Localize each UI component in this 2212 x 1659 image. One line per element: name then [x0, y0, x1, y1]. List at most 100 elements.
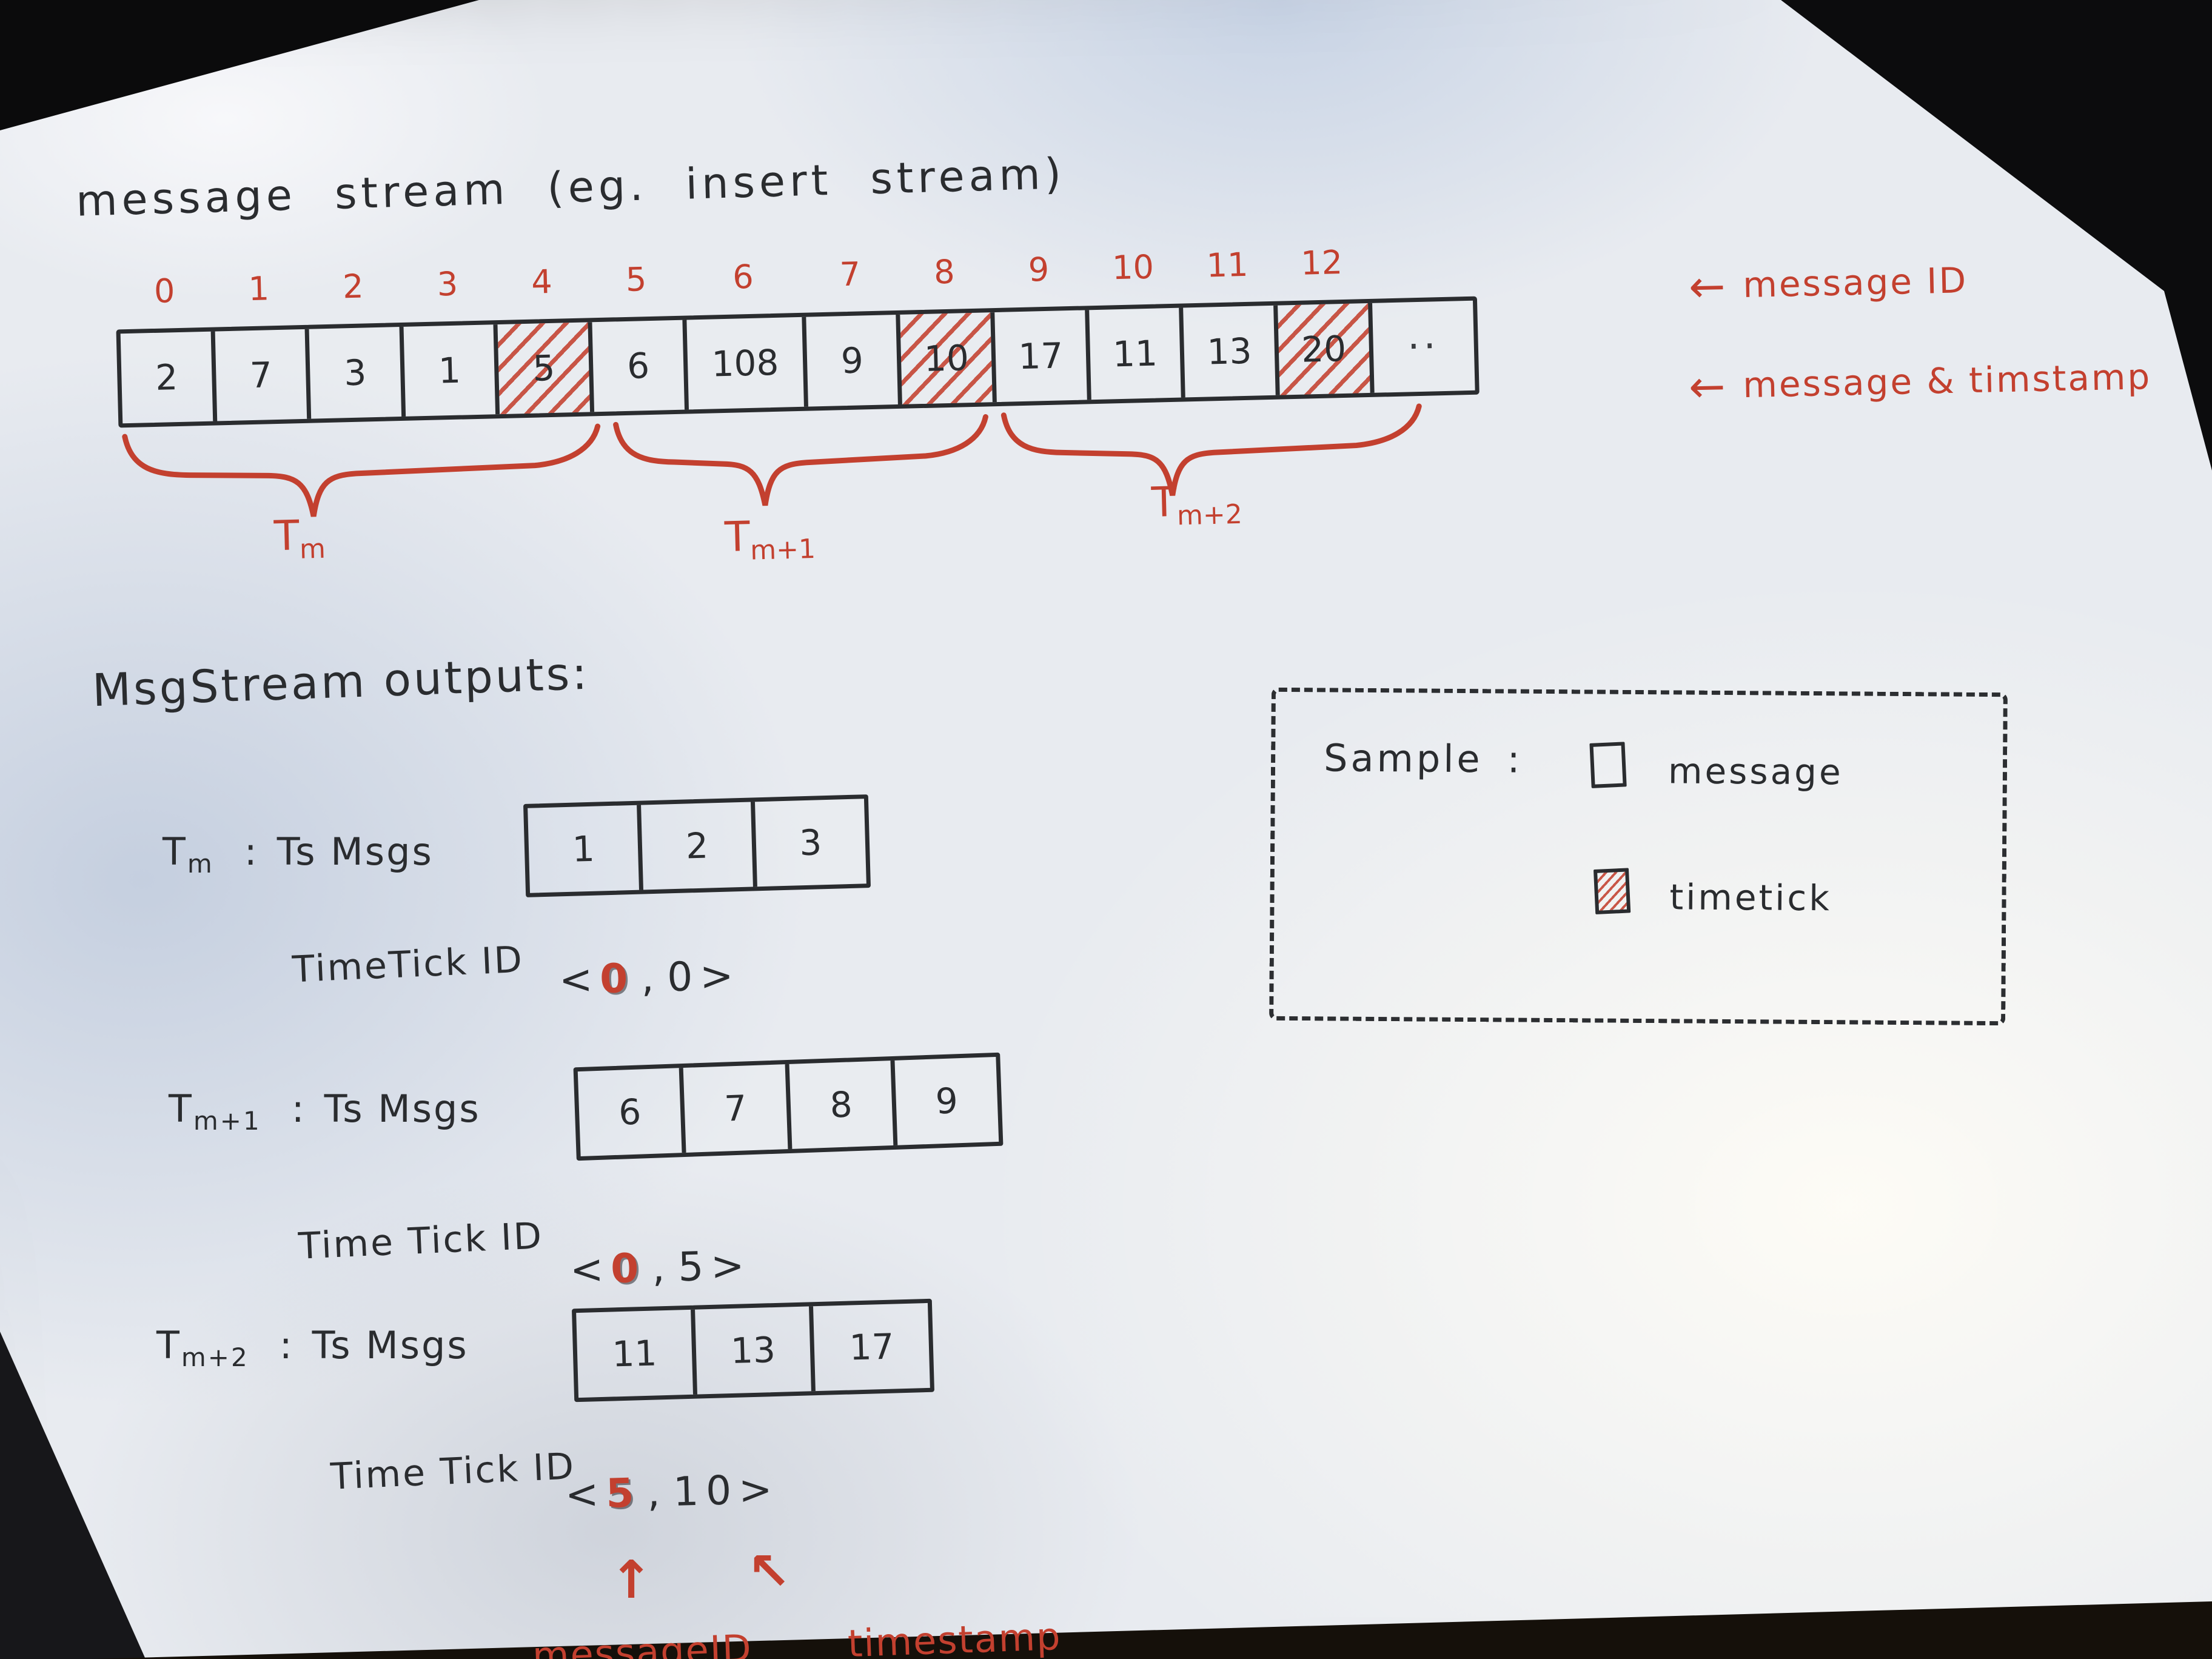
cell-value: 17 [1017, 335, 1064, 378]
output-group-label-tm2: Tm+2: Ts Msgs [156, 1323, 469, 1373]
pair-timestamp: 5 [677, 1242, 712, 1291]
cell-value: 20 [1301, 327, 1347, 370]
stream-cell: 6 108 [682, 258, 804, 410]
left-arrow-icon: ← [1688, 260, 1728, 312]
output-group-label-tm: Tm: Ts Msgs [163, 830, 434, 879]
up-arrow-icon: ↑ [609, 1550, 654, 1610]
legend-timetick-label: timetick [1669, 876, 1832, 919]
window-brace [1000, 403, 1422, 496]
output-msgs-box-tm1: 6 7 8 9 [573, 1052, 1004, 1161]
pair-timestamp: 0 [666, 953, 701, 1001]
output-msg: 3 [750, 799, 866, 887]
left-arrow-icon: ← [1688, 360, 1728, 412]
output-msg: 2 [637, 802, 753, 890]
message-index: 4 [531, 262, 553, 301]
timetick-id-pair-tm2: <5, 10> [565, 1466, 780, 1518]
pair-message-id: 5 [605, 1469, 642, 1517]
message-index: 8 [933, 252, 956, 292]
output-msg: 13 [690, 1306, 812, 1395]
annotation-message-id: ← message ID [1688, 255, 1968, 312]
cell-value: 5 [532, 347, 556, 389]
angle-close: > [738, 1466, 780, 1514]
window-brace [122, 423, 601, 517]
cell-value: 10 [923, 337, 970, 380]
legend-title: Sample: [1323, 736, 1523, 782]
diagram-title: message stream (eg. insert stream) [75, 149, 1066, 226]
cell-value: 11 [1112, 332, 1158, 375]
message-index: 12 [1300, 243, 1343, 283]
message-index: 11 [1205, 245, 1249, 285]
pair-annotation-message-id: messageID [531, 1626, 753, 1659]
stream-cell-timetick: 12 20 [1273, 243, 1370, 395]
timetick-id-label-tm2: Time Tick ID [329, 1445, 577, 1498]
cell-value: 9 [840, 340, 864, 382]
output-group-label-tm1: Tm+1: Ts Msgs [169, 1087, 481, 1136]
annotation-label: message & timstamp [1742, 356, 2152, 406]
stream-cell: 11 13 [1179, 246, 1276, 398]
message-index: 0 [153, 272, 176, 310]
message-index: 5 [625, 260, 648, 299]
timetick-id-pair-tm1: <0, 5> [569, 1242, 752, 1293]
angle-close: > [710, 1242, 752, 1290]
output-msg: 17 [809, 1302, 930, 1392]
angle-open: < [569, 1245, 612, 1293]
pair-timestamp: 10 [672, 1467, 740, 1515]
angle-open: < [565, 1470, 607, 1518]
window-label-tm2: Tm+2 [1151, 478, 1243, 532]
output-msg: 8 [785, 1061, 894, 1150]
window-braces: Tm Tm+1 Tm+2 [118, 395, 1483, 586]
cell-value: 6 [626, 345, 650, 387]
stream-cell-timetick: 8 10 [896, 253, 993, 404]
window-label-tm1: Tm+1 [724, 513, 816, 566]
message-index: 1 [247, 269, 270, 309]
legend-message-label: message [1667, 750, 1843, 793]
cell-value: 2 [155, 357, 179, 398]
cell-value: ·· [1407, 324, 1440, 370]
message-index: 7 [839, 255, 861, 294]
pair-message-id: 0 [599, 954, 636, 1003]
cell-value: 108 [711, 341, 780, 385]
timetick-swatch-icon [1593, 868, 1631, 914]
message-index: 3 [437, 264, 458, 304]
output-msgs-box-tm2: 11 13 17 [571, 1298, 935, 1403]
output-msgs-box-tm: 1 2 3 [523, 794, 871, 897]
up-left-arrow-icon: ↖ [747, 1541, 791, 1602]
timetick-id-label-tm: TimeTick ID [291, 938, 525, 991]
message-swatch-icon [1589, 742, 1627, 788]
annotation-message-timestamp: ← message & timstamp [1688, 352, 2152, 412]
window-brace [613, 414, 988, 506]
output-msg: 6 [618, 1091, 642, 1133]
timetick-id-label-tm1: Time Tick ID [297, 1215, 545, 1268]
message-index: 10 [1111, 247, 1155, 287]
timetick-id-pair-tm: <0, 0> [558, 952, 742, 1004]
output-msg: 9 [890, 1057, 999, 1145]
pair-annotation-timestamp: timestamp [846, 1614, 1062, 1659]
stream-cell: 9 17 [990, 250, 1087, 403]
cell-value: 1 [438, 349, 461, 392]
message-index: 2 [342, 267, 364, 306]
message-index: 6 [732, 257, 754, 297]
angle-open: < [558, 956, 601, 1004]
angle-close: > [699, 952, 742, 1000]
window-label-tm: Tm [273, 512, 326, 565]
pair-message-id: 0 [610, 1244, 647, 1293]
stream-cell-continuation: ·· [1367, 300, 1475, 393]
message-index: 9 [1027, 250, 1050, 289]
outputs-heading: MsgStream outputs: [91, 647, 591, 717]
output-msg: 7 [679, 1064, 788, 1153]
cell-value: 13 [1206, 330, 1253, 373]
output-msg: 1 [571, 828, 595, 870]
output-msg: 11 [611, 1332, 658, 1375]
annotation-label: message ID [1742, 260, 1968, 306]
cell-value: 7 [249, 354, 273, 397]
